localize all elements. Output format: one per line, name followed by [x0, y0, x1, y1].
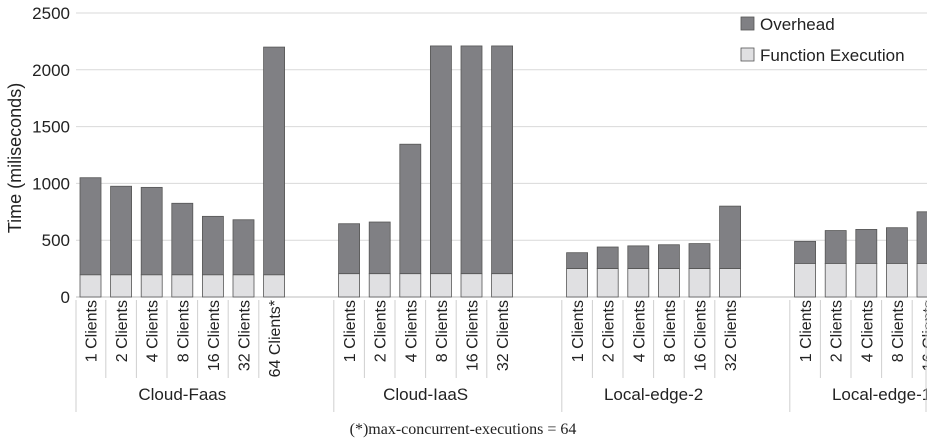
bar-overhead	[688, 243, 711, 270]
bar-overhead	[627, 245, 650, 270]
group-label: Local-edge-2	[604, 385, 703, 404]
group-label: Local-edge-1	[832, 385, 927, 404]
category-label: 1 Clients	[342, 300, 359, 362]
category-label: 16 Clients	[206, 300, 223, 371]
category-label: 16 Clients	[693, 300, 710, 371]
category-label: 16 Clients	[921, 300, 927, 371]
bar-overhead	[824, 230, 847, 264]
category-label: 1 Clients	[570, 300, 587, 362]
y-tick-label: 500	[42, 231, 70, 250]
y-axis-ticks: 0 500 1000 1500 2000 2500	[32, 4, 70, 307]
category-label: 4 Clients	[403, 300, 420, 362]
category-label: 1 Clients	[798, 300, 815, 362]
category-labels: 1 Clients 2 Clients 4 Clients 8 Clients 16 C…	[84, 300, 927, 378]
bar-overhead	[110, 185, 132, 276]
category-label: 8 Clients	[890, 300, 907, 362]
bar-function-execution	[338, 273, 361, 298]
bar-overhead	[232, 219, 255, 276]
bar-overhead	[429, 45, 452, 275]
bar-overhead	[916, 211, 927, 264]
bar-overhead	[171, 202, 194, 276]
bar-function-execution	[460, 273, 483, 298]
bar-overhead	[140, 186, 163, 276]
bar-function-execution	[824, 263, 847, 298]
bar-overhead	[368, 221, 391, 275]
category-label: 2 Clients	[373, 300, 390, 362]
category-label: 8 Clients	[175, 300, 192, 362]
category-label: 16 Clients	[465, 300, 482, 371]
bar-function-execution	[886, 263, 908, 298]
bar-function-execution	[429, 273, 452, 298]
bar-overhead	[886, 227, 908, 264]
bar-overhead	[719, 205, 741, 269]
bar-overhead	[566, 252, 588, 269]
bar-function-execution	[596, 268, 619, 298]
footnote: (*)max-concurrent-executions = 64	[350, 421, 577, 438]
category-label: 32 Clients	[237, 300, 254, 371]
legend-label: Function Execution	[760, 46, 905, 65]
bar-function-execution	[110, 274, 132, 298]
group-label: Cloud-IaaS	[383, 385, 468, 404]
bar-overhead	[460, 45, 483, 275]
category-label: 2 Clients	[114, 300, 131, 362]
category-label: 4 Clients	[145, 300, 162, 362]
category-label: 4 Clients	[631, 300, 648, 362]
category-label: 64 Clients*	[267, 300, 284, 377]
bar-function-execution	[491, 273, 514, 298]
group-label: Cloud-Faas	[138, 385, 226, 404]
y-tick-label: 2000	[32, 61, 70, 80]
bar-function-execution	[627, 268, 650, 298]
legend-swatch	[740, 47, 755, 62]
legend-label: Overhead	[760, 15, 835, 34]
legend-swatch	[740, 16, 755, 31]
y-tick-label: 1000	[32, 174, 70, 193]
bar-function-execution	[794, 263, 816, 298]
bar-overhead	[855, 229, 878, 264]
category-label: 1 Clients	[84, 300, 101, 362]
y-tick-label: 2500	[32, 4, 70, 23]
bar-overhead	[338, 223, 361, 275]
category-label: 32 Clients	[495, 300, 512, 371]
bar-function-execution	[232, 274, 255, 298]
bar-function-execution	[79, 274, 102, 298]
category-label: 4 Clients	[859, 300, 876, 362]
bar-overhead	[201, 215, 224, 276]
bar-overhead	[491, 45, 514, 275]
bar-overhead	[658, 244, 680, 270]
category-label: 32 Clients	[723, 300, 740, 371]
bar-overhead	[596, 246, 619, 270]
legend: Overhead Function Execution	[740, 15, 905, 65]
y-tick-label: 0	[61, 288, 70, 307]
y-axis-title: Time (miliseconds)	[5, 83, 25, 233]
category-label: 8 Clients	[662, 300, 679, 362]
bar-overhead	[79, 177, 102, 276]
bar-function-execution	[368, 273, 391, 298]
category-label: 8 Clients	[434, 300, 451, 362]
bar-function-execution	[201, 274, 224, 298]
group-labels: Cloud-Faas Cloud-IaaS Local-edge-2 Local-ed…	[75, 300, 927, 412]
bar-overhead	[399, 143, 422, 275]
bar-overhead	[794, 240, 816, 264]
category-label: 2 Clients	[829, 300, 846, 362]
category-label: 2 Clients	[601, 300, 618, 362]
bar-function-execution	[688, 268, 711, 298]
bar-function-execution	[719, 268, 741, 298]
bar-function-execution	[855, 263, 878, 298]
bar-overhead	[263, 46, 286, 276]
bar-function-execution	[399, 273, 422, 298]
y-tick-label: 1500	[32, 118, 70, 137]
bar-function-execution	[566, 268, 588, 298]
bar-function-execution	[140, 274, 163, 298]
bars	[79, 45, 927, 298]
bar-function-execution	[658, 268, 680, 298]
bar-function-execution	[263, 274, 286, 298]
bar-function-execution	[171, 274, 194, 298]
bar-function-execution	[916, 263, 927, 298]
